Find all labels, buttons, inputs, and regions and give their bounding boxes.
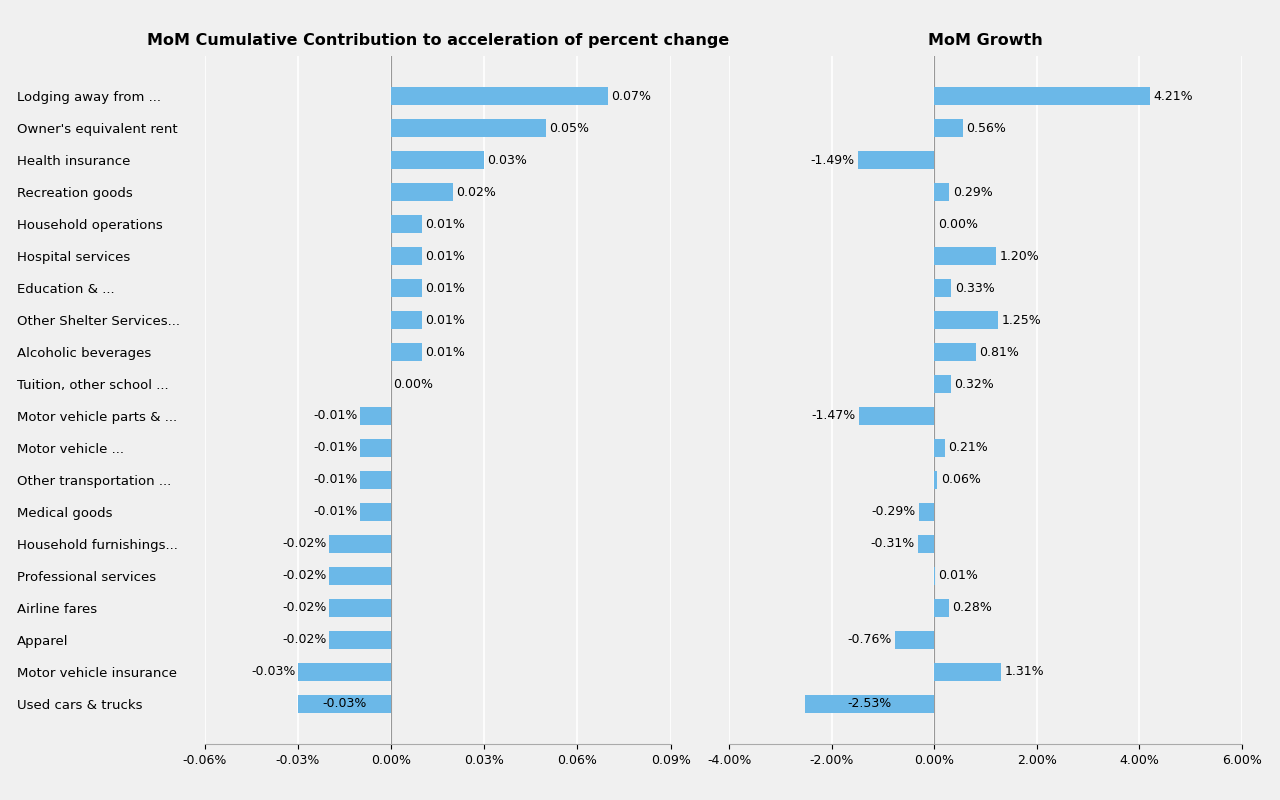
Text: 0.01%: 0.01% bbox=[938, 570, 978, 582]
Bar bbox=[392, 119, 547, 137]
Bar bbox=[360, 407, 392, 425]
Text: 0.01%: 0.01% bbox=[425, 314, 465, 326]
Text: -0.03%: -0.03% bbox=[323, 698, 366, 710]
Bar bbox=[934, 439, 945, 457]
Bar bbox=[934, 119, 963, 137]
Text: -0.29%: -0.29% bbox=[872, 506, 915, 518]
Text: -1.47%: -1.47% bbox=[812, 410, 855, 422]
Text: -0.01%: -0.01% bbox=[314, 442, 357, 454]
Bar bbox=[934, 663, 1001, 681]
Bar bbox=[392, 279, 422, 297]
Text: 0.56%: 0.56% bbox=[966, 122, 1006, 134]
Text: 0.21%: 0.21% bbox=[948, 442, 988, 454]
Bar bbox=[859, 407, 934, 425]
Text: 0.33%: 0.33% bbox=[955, 282, 995, 294]
Text: 0.01%: 0.01% bbox=[425, 282, 465, 294]
Text: 0.02%: 0.02% bbox=[456, 186, 495, 198]
Text: 0.03%: 0.03% bbox=[486, 154, 526, 166]
Bar bbox=[329, 567, 392, 585]
Bar bbox=[392, 87, 608, 105]
Bar bbox=[934, 279, 951, 297]
Text: 0.00%: 0.00% bbox=[938, 218, 978, 230]
Bar bbox=[392, 247, 422, 265]
Bar bbox=[934, 87, 1149, 105]
Text: -0.01%: -0.01% bbox=[314, 410, 357, 422]
Text: 0.05%: 0.05% bbox=[549, 122, 589, 134]
Bar bbox=[392, 183, 453, 201]
Text: 0.00%: 0.00% bbox=[393, 378, 434, 390]
Text: -0.76%: -0.76% bbox=[847, 634, 892, 646]
Text: -0.03%: -0.03% bbox=[251, 666, 296, 678]
Text: -0.02%: -0.02% bbox=[282, 634, 326, 646]
Bar bbox=[298, 695, 392, 713]
Bar bbox=[934, 471, 937, 489]
Bar bbox=[329, 631, 392, 649]
Bar bbox=[329, 599, 392, 617]
Text: 4.21%: 4.21% bbox=[1153, 90, 1193, 102]
Text: -0.01%: -0.01% bbox=[314, 506, 357, 518]
Title: MoM Cumulative Contribution to acceleration of percent change: MoM Cumulative Contribution to accelerat… bbox=[146, 33, 728, 48]
Bar bbox=[392, 215, 422, 233]
Bar bbox=[392, 151, 484, 169]
Bar bbox=[805, 695, 934, 713]
Bar bbox=[392, 311, 422, 329]
Text: -0.31%: -0.31% bbox=[870, 538, 915, 550]
Bar bbox=[934, 311, 998, 329]
Bar bbox=[919, 503, 934, 521]
Text: 1.25%: 1.25% bbox=[1002, 314, 1042, 326]
Bar bbox=[918, 535, 934, 553]
Text: -0.01%: -0.01% bbox=[314, 474, 357, 486]
Bar bbox=[360, 439, 392, 457]
Bar bbox=[895, 631, 934, 649]
Text: 0.01%: 0.01% bbox=[425, 250, 465, 262]
Bar bbox=[858, 151, 934, 169]
Text: 0.01%: 0.01% bbox=[425, 346, 465, 358]
Bar bbox=[934, 183, 948, 201]
Bar bbox=[298, 663, 392, 681]
Bar bbox=[934, 599, 948, 617]
Text: 0.81%: 0.81% bbox=[979, 346, 1019, 358]
Text: 0.01%: 0.01% bbox=[425, 218, 465, 230]
Bar bbox=[934, 247, 996, 265]
Bar bbox=[934, 375, 951, 393]
Bar bbox=[360, 471, 392, 489]
Text: -0.02%: -0.02% bbox=[282, 602, 326, 614]
Text: 0.07%: 0.07% bbox=[611, 90, 652, 102]
Bar bbox=[392, 343, 422, 361]
Text: -0.02%: -0.02% bbox=[282, 538, 326, 550]
Text: -1.49%: -1.49% bbox=[810, 154, 854, 166]
Text: -2.53%: -2.53% bbox=[847, 698, 891, 710]
Text: 0.28%: 0.28% bbox=[952, 602, 992, 614]
Text: 0.29%: 0.29% bbox=[952, 186, 992, 198]
Bar bbox=[360, 503, 392, 521]
Bar bbox=[934, 343, 975, 361]
Text: 0.06%: 0.06% bbox=[941, 474, 980, 486]
Text: 1.20%: 1.20% bbox=[1000, 250, 1039, 262]
Text: -0.02%: -0.02% bbox=[282, 570, 326, 582]
Title: MoM Growth: MoM Growth bbox=[928, 33, 1043, 48]
Bar bbox=[329, 535, 392, 553]
Text: 0.32%: 0.32% bbox=[954, 378, 995, 390]
Text: 1.31%: 1.31% bbox=[1005, 666, 1044, 678]
